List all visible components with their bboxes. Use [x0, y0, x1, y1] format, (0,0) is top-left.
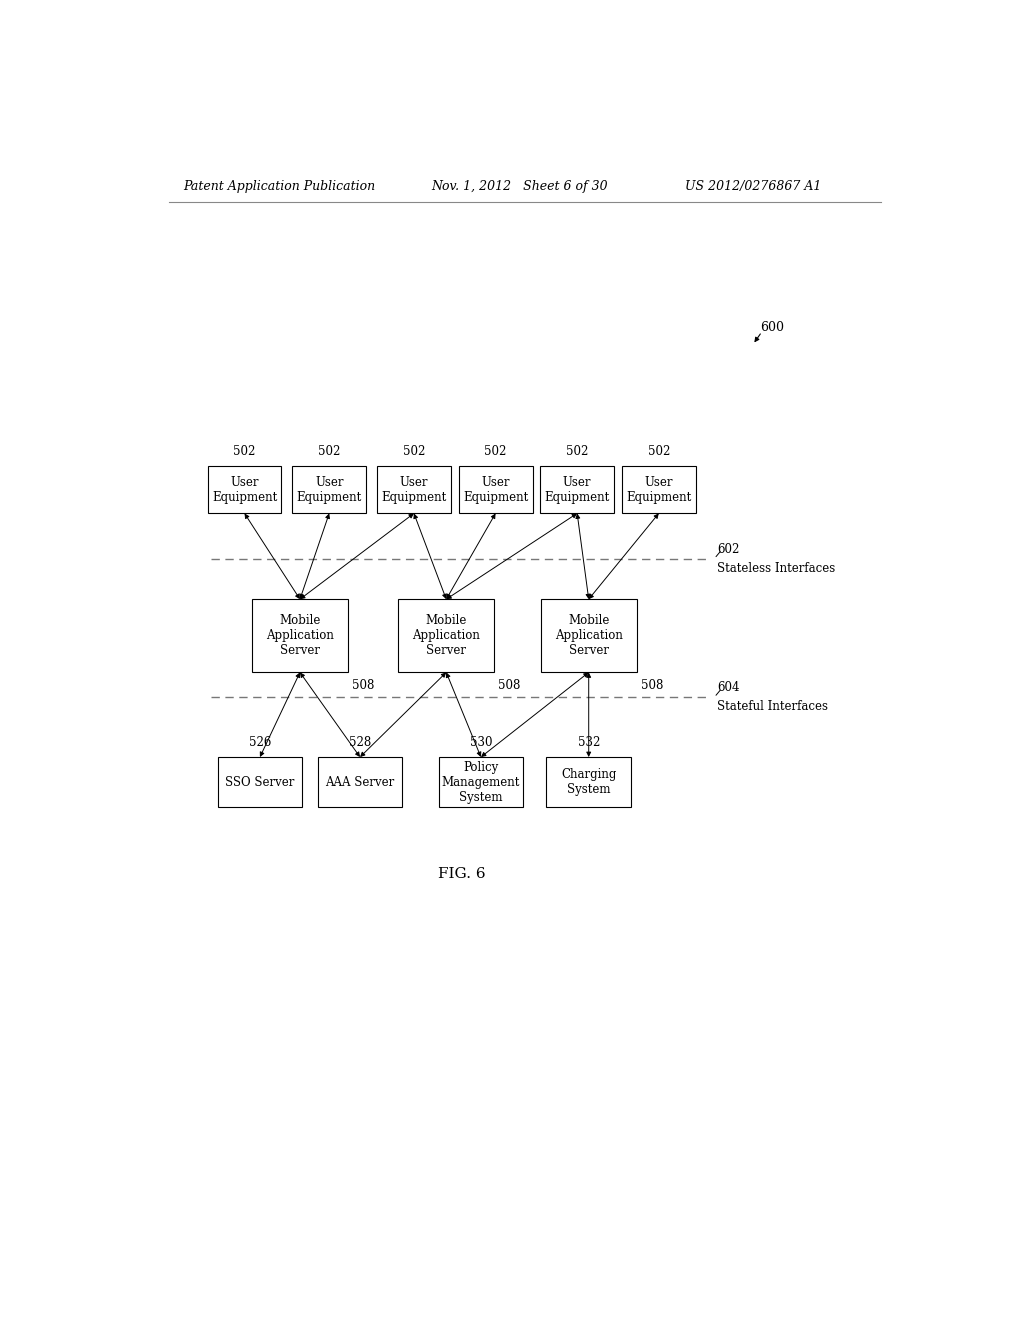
Bar	[547, 758, 631, 807]
Text: Mobile
Application
Server: Mobile Application Server	[413, 614, 480, 657]
Text: AAA Server: AAA Server	[326, 776, 394, 788]
Text: FIG. 6: FIG. 6	[438, 867, 485, 882]
Text: 532: 532	[578, 737, 600, 750]
Text: 502: 502	[318, 445, 340, 458]
Text: User
Equipment: User Equipment	[297, 475, 361, 503]
Text: 502: 502	[566, 445, 589, 458]
Text: US 2012/0276867 A1: US 2012/0276867 A1	[685, 181, 821, 194]
Text: 600: 600	[761, 321, 784, 334]
Text: 528: 528	[349, 737, 371, 750]
Bar	[541, 466, 614, 513]
Bar	[377, 466, 451, 513]
Text: 508: 508	[352, 678, 375, 692]
Text: 502: 502	[484, 445, 507, 458]
Text: Stateful Interfaces: Stateful Interfaces	[717, 701, 828, 714]
Bar	[398, 599, 495, 672]
Text: User
Equipment: User Equipment	[381, 475, 446, 503]
Text: Nov. 1, 2012   Sheet 6 of 30: Nov. 1, 2012 Sheet 6 of 30	[431, 181, 607, 194]
Text: 604: 604	[717, 681, 739, 694]
Text: User
Equipment: User Equipment	[463, 475, 528, 503]
Text: 602: 602	[717, 543, 739, 556]
Text: 502: 502	[647, 445, 670, 458]
Text: 508: 508	[499, 678, 520, 692]
Text: Patent Application Publication: Patent Application Publication	[183, 181, 375, 194]
Text: User
Equipment: User Equipment	[545, 475, 609, 503]
Text: Charging
System: Charging System	[561, 768, 616, 796]
Bar	[438, 758, 523, 807]
Text: Policy
Management
System: Policy Management System	[441, 760, 520, 804]
Bar	[292, 466, 367, 513]
Text: Stateless Interfaces: Stateless Interfaces	[717, 562, 836, 576]
Text: 502: 502	[402, 445, 425, 458]
Text: 508: 508	[641, 678, 664, 692]
Bar	[459, 466, 532, 513]
Text: 526: 526	[249, 737, 271, 750]
Text: User
Equipment: User Equipment	[212, 475, 278, 503]
Text: SSO Server: SSO Server	[225, 776, 295, 788]
Bar	[208, 466, 282, 513]
Bar	[541, 599, 637, 672]
Text: Mobile
Application
Server: Mobile Application Server	[266, 614, 334, 657]
Bar	[252, 599, 348, 672]
Bar	[317, 758, 402, 807]
Text: User
Equipment: User Equipment	[626, 475, 691, 503]
Text: 502: 502	[233, 445, 256, 458]
Bar	[217, 758, 302, 807]
Text: 530: 530	[470, 737, 493, 750]
Text: Mobile
Application
Server: Mobile Application Server	[555, 614, 623, 657]
Bar	[622, 466, 695, 513]
